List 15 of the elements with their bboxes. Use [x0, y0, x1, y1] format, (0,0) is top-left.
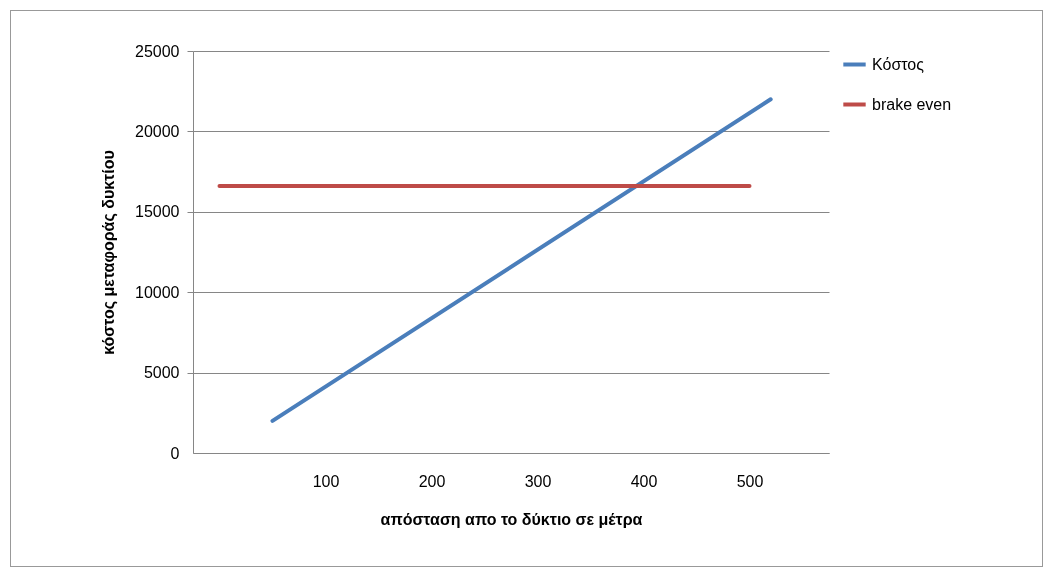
y-tick-label: 20000 — [135, 122, 180, 140]
x-tick-label: 300 — [524, 472, 552, 490]
y-tick-label: 10000 — [135, 283, 180, 301]
y-tick-label: 15000 — [135, 203, 180, 221]
y-tick-label: 25000 — [135, 42, 180, 60]
legend-label: Κόστος — [872, 55, 925, 73]
x-tick-label: 400 — [630, 472, 658, 490]
y-axis-title: κόστος μεταφοράς δυκτίου — [100, 150, 119, 355]
x-tick-label: 500 — [736, 472, 764, 490]
y-tick-label: 0 — [170, 444, 180, 462]
y-tick-label: 5000 — [143, 364, 180, 382]
x-axis-title: απόσταση απο το δύκτιο σε μέτρα — [380, 510, 643, 528]
x-tick-label: 200 — [418, 472, 446, 490]
x-tick-label: 100 — [312, 472, 340, 490]
legend-label: brake even — [872, 95, 952, 113]
